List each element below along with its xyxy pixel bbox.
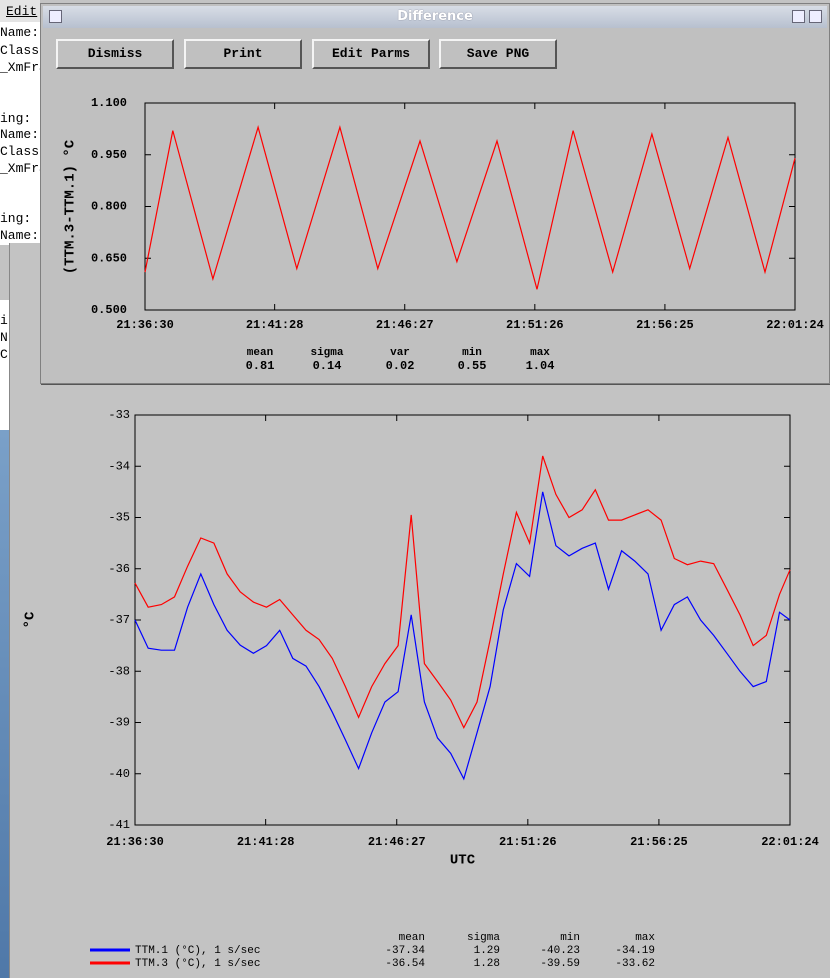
edit-parms-button[interactable]: Edit Parms xyxy=(312,39,430,69)
maximize-button[interactable] xyxy=(809,10,822,23)
dismiss-button[interactable]: Dismiss xyxy=(56,39,174,69)
background-text: Class xyxy=(0,144,40,159)
print-button[interactable]: Print xyxy=(184,39,302,69)
background-text: _XmFra xyxy=(0,60,47,75)
menu-bar xyxy=(0,0,40,22)
title-bar: Difference xyxy=(43,6,827,28)
difference-dialog: Difference Dismiss Print Edit Parms Save… xyxy=(40,3,830,384)
desktop xyxy=(0,430,9,978)
background-text: ing: xyxy=(0,111,32,126)
background-text: N xyxy=(0,330,8,345)
background-text: Class xyxy=(0,43,40,58)
menu-item[interactable]: Edit xyxy=(6,4,38,19)
background-window: Edit Name: Class _XmFra ing: Name: Class _XmFr… xyxy=(0,0,47,245)
background-text: C xyxy=(0,347,8,362)
background-text: Name: xyxy=(0,127,40,142)
background-text: Name: xyxy=(0,228,40,243)
background-text: ing: xyxy=(0,211,32,226)
dialog-title: Difference xyxy=(397,9,473,24)
background-text: i xyxy=(0,313,8,328)
minimize-button[interactable] xyxy=(792,10,805,23)
background-text: _XmFra xyxy=(0,161,47,176)
window-menu-button[interactable] xyxy=(49,10,62,23)
background-text: Name: xyxy=(0,25,40,40)
save-png-button[interactable]: Save PNG xyxy=(439,39,557,69)
